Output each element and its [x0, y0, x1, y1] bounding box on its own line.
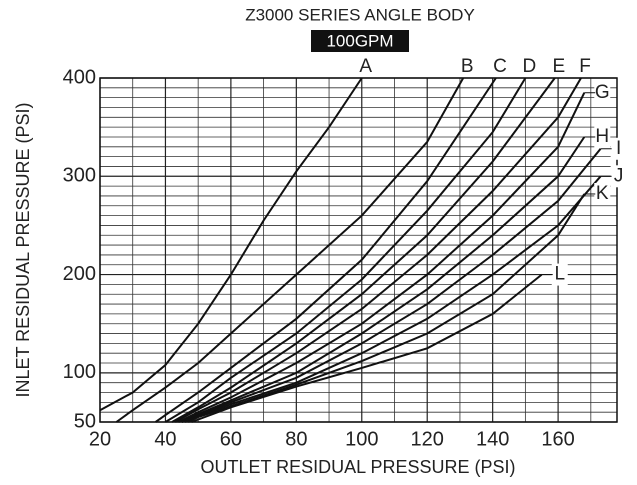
curve	[164, 77, 527, 423]
curve	[155, 77, 497, 423]
curve-label: G	[595, 82, 610, 103]
curve-label: L	[554, 264, 565, 285]
y-tick-label: 200	[63, 263, 96, 285]
curve-label: H	[595, 126, 609, 147]
label-bg	[551, 263, 568, 286]
curve	[187, 193, 586, 423]
label-bg	[594, 81, 611, 104]
curve	[184, 175, 602, 423]
x-tick-label: 80	[285, 428, 307, 450]
curve	[181, 148, 602, 423]
x-tick-label: 100	[345, 428, 378, 450]
chart-subtitle: 100GPM	[326, 31, 393, 50]
curve	[115, 77, 465, 423]
curve	[99, 77, 363, 412]
curve	[171, 77, 556, 423]
plot-frame	[99, 77, 618, 423]
y-tick-label: 100	[63, 361, 96, 383]
subtitle-box	[311, 30, 409, 52]
label-bg	[594, 125, 611, 148]
curve-label: I	[616, 138, 621, 159]
curve	[174, 77, 582, 423]
curve-label: B	[461, 56, 474, 77]
curve-label: F	[579, 56, 591, 77]
curve-label: A	[359, 56, 372, 77]
label-bg	[594, 182, 611, 205]
x-tick-label: 140	[476, 428, 509, 450]
x-tick-label: 160	[541, 428, 574, 450]
y-tick-label: 400	[63, 66, 96, 88]
x-tick-label: 20	[89, 428, 111, 450]
curve-label: E	[552, 56, 565, 77]
x-tick-label: 40	[154, 428, 176, 450]
curve	[191, 273, 543, 423]
y-tick-label: 50	[74, 410, 96, 432]
y-tick-label: 300	[63, 165, 96, 187]
x-axis-label: OUTLET RESIDUAL PRESSURE (PSI)	[200, 457, 515, 477]
y-axis-label: INLET RESIDUAL PRESSURE (PSI)	[13, 102, 33, 397]
curve-label: D	[523, 56, 537, 77]
label-bg	[610, 165, 627, 188]
x-tick-label: 120	[411, 428, 444, 450]
curve	[178, 92, 586, 423]
curve	[181, 136, 586, 423]
x-tick-label: 60	[220, 428, 242, 450]
curve-label: J	[614, 165, 624, 186]
curve-label: C	[493, 56, 507, 77]
curve-label: K	[596, 183, 609, 204]
chart-title: Z3000 SERIES ANGLE BODY	[245, 5, 475, 24]
label-bg	[610, 137, 627, 160]
